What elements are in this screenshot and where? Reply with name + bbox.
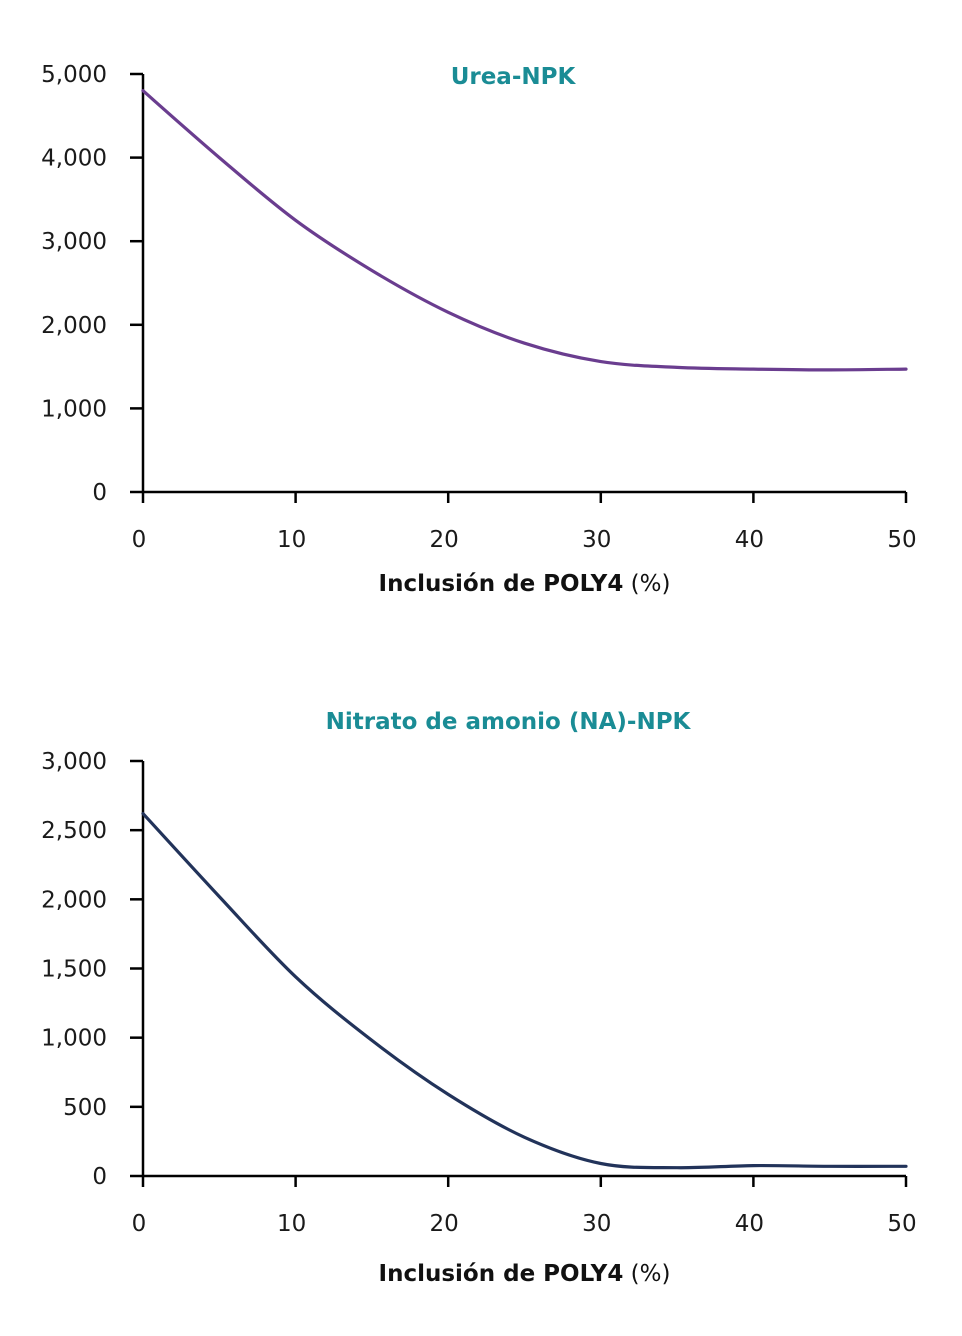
y-tick-label: 1,500 xyxy=(41,957,107,983)
series-line xyxy=(141,89,908,372)
x-tick-label: 0 xyxy=(132,1211,147,1237)
x-tick-label: 40 xyxy=(735,527,764,553)
x-tick-label: 50 xyxy=(887,1211,916,1237)
x-axis-label-text: Inclusión de POLY4 xyxy=(379,571,624,597)
x-axis-label-unit: (%) xyxy=(631,571,671,597)
x-tick-label: 0 xyxy=(132,527,147,553)
x-axis-label-unit: (%) xyxy=(631,1261,671,1287)
y-tick-label: 2,000 xyxy=(41,313,107,339)
y-tick-label: 0 xyxy=(92,480,107,506)
x-axis-label-text: Inclusión de POLY4 xyxy=(379,1261,624,1287)
x-tick-label: 20 xyxy=(430,527,459,553)
x-tick-label: 40 xyxy=(735,1211,764,1237)
x-tick-label: 10 xyxy=(277,1211,306,1237)
y-tick-label: 2,500 xyxy=(41,818,107,844)
x-axis-label: Inclusión de POLY4 (%) xyxy=(379,571,671,597)
y-tick-label: 1,000 xyxy=(41,396,107,422)
chart-urea-npk: Urea-NPK 0 1,000 2,000 3,000 4,000 5,000 0 10 20 3… xyxy=(41,62,917,597)
series-line xyxy=(141,812,908,1170)
y-tick-label: 3,000 xyxy=(41,749,107,775)
chart-title: Nitrato de amonio (NA)-NPK xyxy=(326,709,692,735)
x-tick-label: 30 xyxy=(582,527,611,553)
y-tick-label: 5,000 xyxy=(41,62,107,88)
chart-nitrato-de-amonio-npk: Nitrato de amonio (NA)-NPK05001,0001,500… xyxy=(41,709,917,1287)
x-tick-label: 30 xyxy=(582,1211,611,1237)
y-tick-label: 1,000 xyxy=(41,1026,107,1052)
x-tick-label: 20 xyxy=(430,1211,459,1237)
y-tick-label: 500 xyxy=(63,1095,107,1121)
x-tick-label: 10 xyxy=(277,527,306,553)
chart-title: Urea-NPK xyxy=(451,64,577,90)
x-axis-label: Inclusión de POLY4 (%) xyxy=(379,1261,671,1287)
y-tick-label: 2,000 xyxy=(41,887,107,913)
y-tick-label: 0 xyxy=(92,1164,107,1190)
x-tick-label: 50 xyxy=(887,527,916,553)
y-tick-label: 3,000 xyxy=(41,229,107,255)
y-tick-label: 4,000 xyxy=(41,146,107,172)
